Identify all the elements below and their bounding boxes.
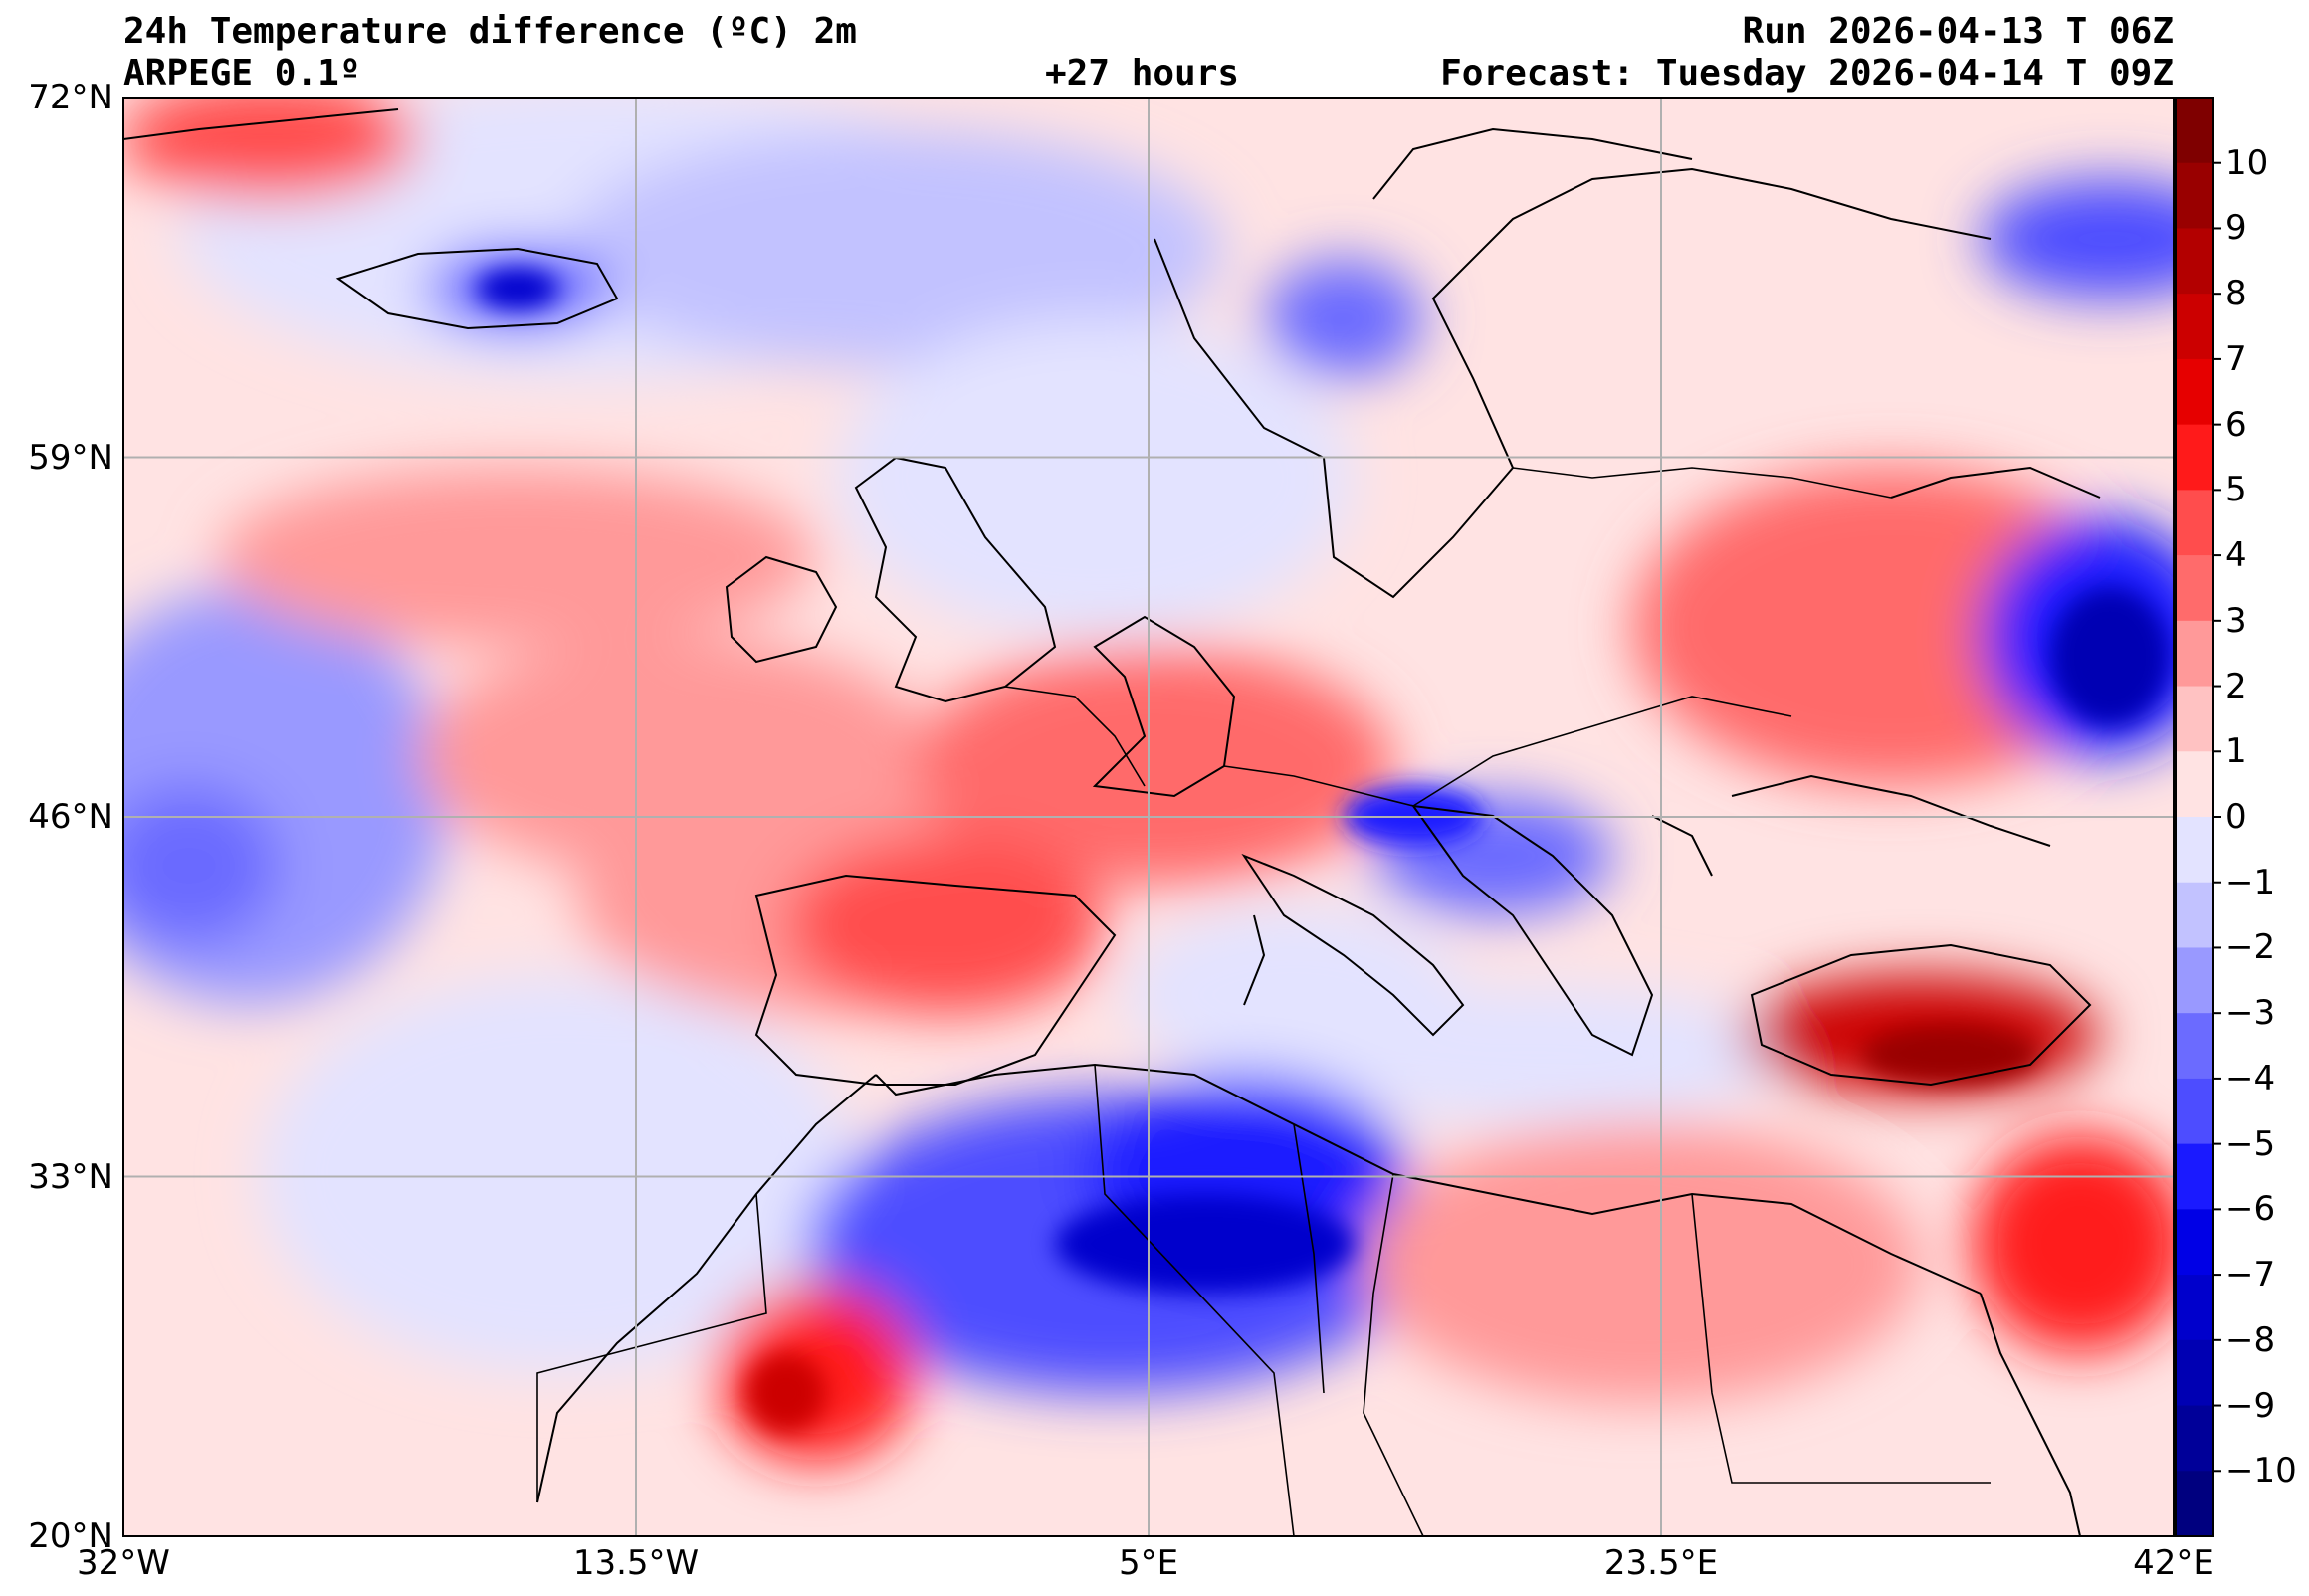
run-label: Run 2026-04-13 T 06Z: [1742, 11, 2174, 52]
colorbar-swatch: [2176, 490, 2213, 556]
colorbar-tick-label: 2: [2225, 666, 2247, 706]
chart-title: 24h Temperature difference (ºC) 2m: [123, 11, 857, 52]
colorbar-tick-label: −10: [2225, 1451, 2297, 1492]
colorbar-tick-label: 6: [2225, 404, 2247, 445]
graticule: [123, 98, 2174, 1536]
colorbar-tick-label: −4: [2225, 1058, 2276, 1098]
colorbar-swatch: [2176, 555, 2213, 622]
colorbar-swatch: [2176, 686, 2213, 752]
lon-tick-label: 23.5°E: [1603, 1543, 1719, 1583]
colorbar: [2176, 98, 2221, 1537]
colorbar-swatch: [2176, 1143, 2213, 1210]
colorbar-swatch: [2176, 1405, 2213, 1472]
colorbar-tick-label: −8: [2225, 1319, 2276, 1360]
colorbar-swatch: [2176, 424, 2213, 491]
lon-tick-label: 13.5°W: [572, 1543, 700, 1583]
colorbar-swatch: [2176, 882, 2213, 948]
lat-tick-label: 20°N: [28, 1516, 113, 1556]
colorbar-tick-label: −5: [2225, 1123, 2276, 1164]
colorbar-tick-label: −7: [2225, 1255, 2276, 1296]
colorbar-swatch: [2176, 947, 2213, 1014]
colorbar-tick-label: 0: [2225, 797, 2247, 837]
colorbar-tick-label: 3: [2225, 600, 2247, 641]
colorbar-tick-label: 1: [2225, 731, 2247, 772]
lon-tick-label: 5°E: [1118, 1543, 1179, 1583]
coastlines: [123, 108, 2101, 1536]
map-field: [123, 98, 2174, 1536]
colorbar-swatch: [2176, 228, 2213, 295]
colorbar-tick-label: 5: [2225, 470, 2247, 510]
colorbar-tick-label: −1: [2225, 862, 2276, 902]
colorbar-tick-label: 4: [2225, 535, 2247, 576]
colorbar-tick-label: 9: [2225, 208, 2247, 249]
colorbar-swatch: [2176, 1209, 2213, 1276]
colorbar-tick-label: 7: [2225, 338, 2247, 379]
lat-tick-label: 59°N: [28, 437, 113, 478]
lat-tick-label: 33°N: [28, 1156, 113, 1197]
colorbar-tick-label: 10: [2225, 142, 2269, 183]
forecast-label: Forecast: Tuesday 2026-04-14 T 09Z: [1440, 53, 2174, 94]
colorbar-swatch: [2176, 98, 2213, 164]
borders: [536, 467, 1991, 1536]
lon-tick-label: 42°E: [2133, 1543, 2214, 1583]
colorbar-swatch: [2176, 358, 2213, 426]
colorbar-tick-label: −9: [2225, 1385, 2276, 1426]
colorbar-swatch: [2176, 1339, 2213, 1407]
colorbar-tick-label: −6: [2225, 1189, 2276, 1230]
colorbar-swatch: [2176, 1013, 2213, 1080]
lat-tick-label: 72°N: [28, 78, 113, 117]
lead-time-label: +27 hours: [1045, 53, 1240, 94]
colorbar-swatch: [2176, 620, 2213, 688]
colorbar-tick-label: −3: [2225, 993, 2276, 1034]
colorbar-swatch: [2176, 1275, 2213, 1341]
colorbar-swatch: [2176, 1471, 2213, 1537]
colorbar-swatch: [2176, 1078, 2213, 1145]
lon-tick-label: 32°W: [77, 1543, 170, 1583]
colorbar-swatch: [2176, 294, 2213, 360]
map-frame: [122, 97, 2175, 1537]
colorbar-tick-label: 8: [2225, 274, 2247, 314]
colorbar-swatch: [2176, 751, 2213, 818]
colorbar-swatch: [2176, 162, 2213, 229]
colorbar-swatch: [2176, 817, 2213, 884]
colorbar-tick-label: −2: [2225, 927, 2276, 968]
colorbar-frame: [2175, 97, 2214, 1537]
lat-tick-label: 46°N: [28, 797, 113, 837]
model-label: ARPEGE 0.1º: [123, 53, 361, 94]
